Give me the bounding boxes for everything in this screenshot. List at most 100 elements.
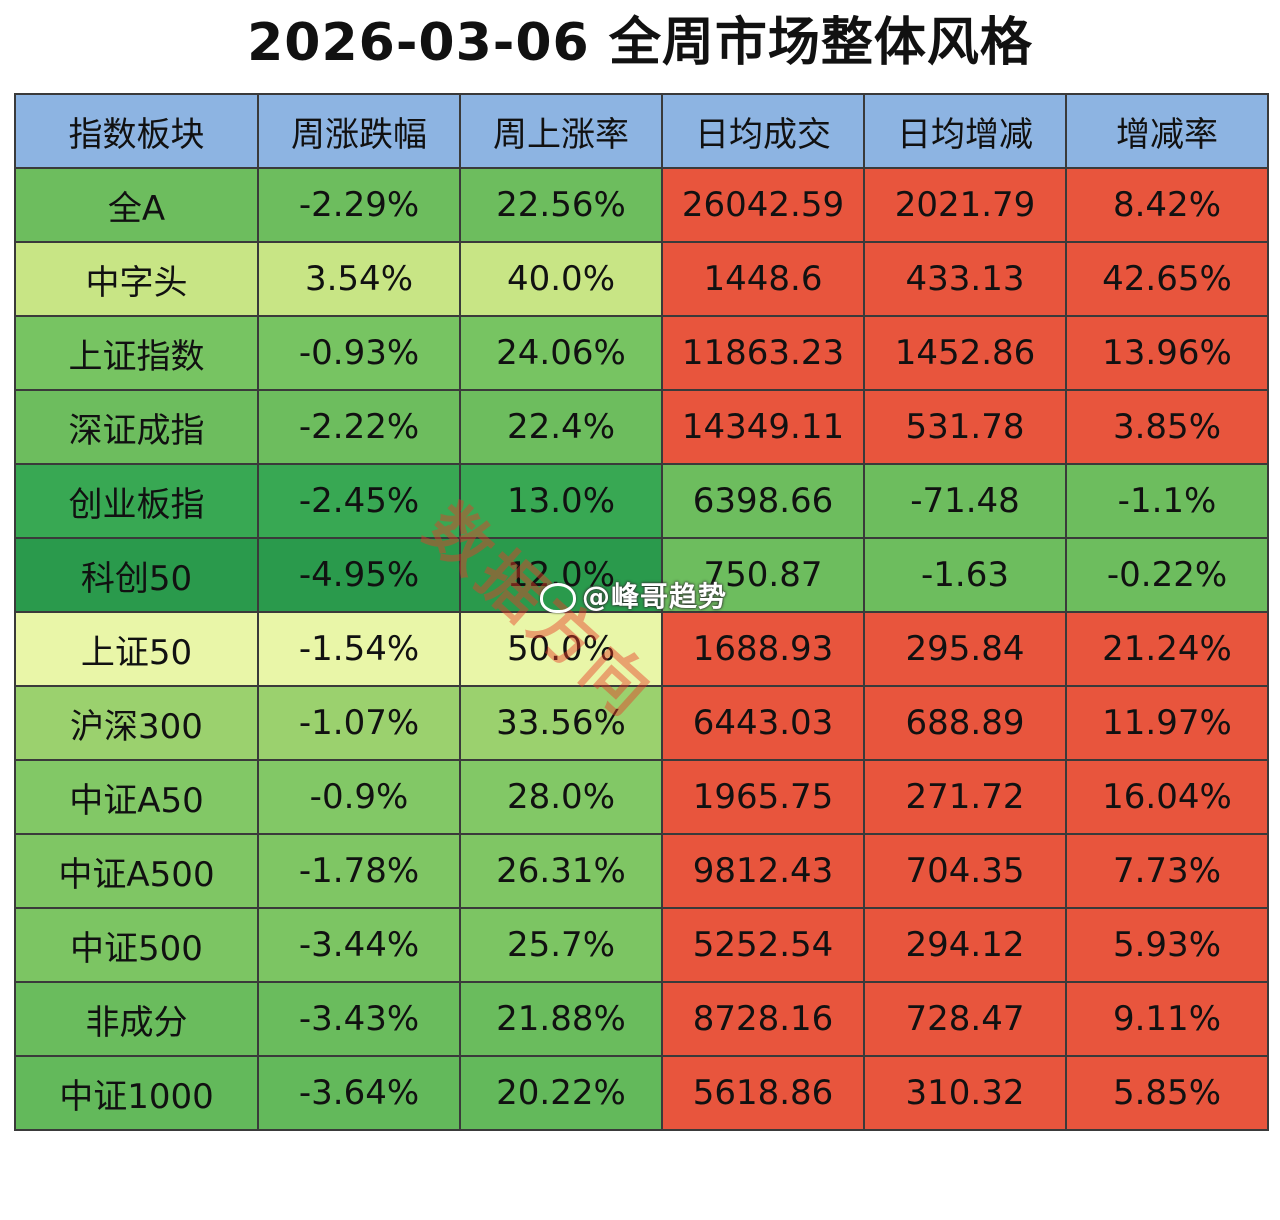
- cell-change-rate: 42.65%: [1065, 241, 1269, 317]
- table-row: 沪深300 -1.07% 33.56% 6443.03 688.89 11.97%: [14, 685, 1269, 761]
- header-index-sector: 指数板块: [14, 93, 259, 169]
- cell-change-rate: 3.85%: [1065, 389, 1269, 465]
- cell-weekly-up-rate: 40.0%: [459, 241, 663, 317]
- cell-daily-avg-volume: 26042.59: [661, 167, 865, 243]
- header-row: 指数板块 周涨跌幅 周上涨率 日均成交 日均增减 增减率: [14, 93, 1269, 169]
- table-row: 上证50 -1.54% 50.0% 1688.93 295.84 21.24%: [14, 611, 1269, 687]
- cell-index-sector: 深证成指: [14, 389, 259, 465]
- cell-daily-avg-change: -71.48: [863, 463, 1067, 539]
- cell-daily-avg-change: -1.63: [863, 537, 1067, 613]
- cell-change-rate: -0.22%: [1065, 537, 1269, 613]
- table-row: 深证成指 -2.22% 22.4% 14349.11 531.78 3.85%: [14, 389, 1269, 465]
- cell-weekly-up-rate: 22.56%: [459, 167, 663, 243]
- cell-daily-avg-change: 2021.79: [863, 167, 1067, 243]
- header-weekly-up-rate: 周上涨率: [459, 93, 663, 169]
- header-daily-avg-volume: 日均成交: [661, 93, 865, 169]
- cell-weekly-change: -0.93%: [257, 315, 461, 391]
- cell-index-sector: 科创50: [14, 537, 259, 613]
- cell-daily-avg-change: 688.89: [863, 685, 1067, 761]
- cell-daily-avg-volume: 750.87: [661, 537, 865, 613]
- cell-daily-avg-volume: 8728.16: [661, 981, 865, 1057]
- cell-daily-avg-volume: 9812.43: [661, 833, 865, 909]
- cell-daily-avg-volume: 1448.6: [661, 241, 865, 317]
- cell-weekly-change: -2.22%: [257, 389, 461, 465]
- cell-daily-avg-change: 531.78: [863, 389, 1067, 465]
- table-row: 中证1000 -3.64% 20.22% 5618.86 310.32 5.85%: [14, 1055, 1269, 1131]
- cell-index-sector: 中证A50: [14, 759, 259, 835]
- cell-weekly-change: -2.29%: [257, 167, 461, 243]
- cell-weekly-up-rate: 33.56%: [459, 685, 663, 761]
- table-row: 非成分 -3.43% 21.88% 8728.16 728.47 9.11%: [14, 981, 1269, 1057]
- cell-change-rate: 11.97%: [1065, 685, 1269, 761]
- table-row: 全A -2.29% 22.56% 26042.59 2021.79 8.42%: [14, 167, 1269, 243]
- cell-change-rate: 13.96%: [1065, 315, 1269, 391]
- cell-index-sector: 中证1000: [14, 1055, 259, 1131]
- table-row: 创业板指 -2.45% 13.0% 6398.66 -71.48 -1.1%: [14, 463, 1269, 539]
- cell-weekly-change: -3.64%: [257, 1055, 461, 1131]
- cell-weekly-up-rate: 50.0%: [459, 611, 663, 687]
- cell-index-sector: 沪深300: [14, 685, 259, 761]
- market-style-table: 指数板块 周涨跌幅 周上涨率 日均成交 日均增减 增减率 全A -2.29% 22.…: [14, 93, 1269, 1131]
- cell-weekly-up-rate: 24.06%: [459, 315, 663, 391]
- cell-daily-avg-change: 433.13: [863, 241, 1067, 317]
- table-row: 中证A50 -0.9% 28.0% 1965.75 271.72 16.04%: [14, 759, 1269, 835]
- cell-daily-avg-volume: 11863.23: [661, 315, 865, 391]
- watermark-text: @峰哥趋势: [582, 580, 728, 613]
- cell-change-rate: 5.93%: [1065, 907, 1269, 983]
- cell-change-rate: 5.85%: [1065, 1055, 1269, 1131]
- cell-change-rate: -1.1%: [1065, 463, 1269, 539]
- cell-daily-avg-change: 294.12: [863, 907, 1067, 983]
- cell-weekly-up-rate: 28.0%: [459, 759, 663, 835]
- header-change-rate: 增减率: [1065, 93, 1269, 169]
- cell-weekly-up-rate: 21.88%: [459, 981, 663, 1057]
- cell-daily-avg-change: 310.32: [863, 1055, 1067, 1131]
- cell-daily-avg-change: 295.84: [863, 611, 1067, 687]
- cell-weekly-change: -1.54%: [257, 611, 461, 687]
- cell-weekly-up-rate: 20.22%: [459, 1055, 663, 1131]
- cell-index-sector: 上证50: [14, 611, 259, 687]
- cell-daily-avg-change: 704.35: [863, 833, 1067, 909]
- cell-change-rate: 7.73%: [1065, 833, 1269, 909]
- cell-index-sector: 中证500: [14, 907, 259, 983]
- cell-index-sector: 中证A500: [14, 833, 259, 909]
- cell-weekly-up-rate: 26.31%: [459, 833, 663, 909]
- cell-change-rate: 8.42%: [1065, 167, 1269, 243]
- cell-daily-avg-change: 271.72: [863, 759, 1067, 835]
- cell-weekly-up-rate: 25.7%: [459, 907, 663, 983]
- cell-daily-avg-volume: 1688.93: [661, 611, 865, 687]
- cell-index-sector: 上证指数: [14, 315, 259, 391]
- table-body: 全A -2.29% 22.56% 26042.59 2021.79 8.42% 中字头 3.5…: [14, 167, 1269, 1131]
- cell-daily-avg-change: 1452.86: [863, 315, 1067, 391]
- cell-weekly-up-rate: 22.4%: [459, 389, 663, 465]
- cell-daily-avg-volume: 5252.54: [661, 907, 865, 983]
- cell-weekly-change: -1.78%: [257, 833, 461, 909]
- cell-daily-avg-volume: 6398.66: [661, 463, 865, 539]
- cell-weekly-change: 3.54%: [257, 241, 461, 317]
- cell-weekly-change: -1.07%: [257, 685, 461, 761]
- cell-weekly-change: -3.44%: [257, 907, 461, 983]
- table-row: 中证A500 -1.78% 26.31% 9812.43 704.35 7.73%: [14, 833, 1269, 909]
- page-title: 2026-03-06 全周市场整体风格: [247, 13, 1033, 73]
- cell-weekly-up-rate: 13.0%: [459, 463, 663, 539]
- cell-daily-avg-volume: 6443.03: [661, 685, 865, 761]
- cell-change-rate: 21.24%: [1065, 611, 1269, 687]
- cell-weekly-change: -0.9%: [257, 759, 461, 835]
- table-row: 中字头 3.54% 40.0% 1448.6 433.13 42.65%: [14, 241, 1269, 317]
- cell-weekly-change: -3.43%: [257, 981, 461, 1057]
- cell-daily-avg-volume: 1965.75: [661, 759, 865, 835]
- cell-change-rate: 16.04%: [1065, 759, 1269, 835]
- cell-index-sector: 中字头: [14, 241, 259, 317]
- table-row: 上证指数 -0.93% 24.06% 11863.23 1452.86 13.96%: [14, 315, 1269, 391]
- weibo-icon: [540, 583, 576, 613]
- cell-index-sector: 创业板指: [14, 463, 259, 539]
- cell-daily-avg-volume: 5618.86: [661, 1055, 865, 1131]
- table-row: 中证500 -3.44% 25.7% 5252.54 294.12 5.93%: [14, 907, 1269, 983]
- cell-weekly-change: -4.95%: [257, 537, 461, 613]
- weibo-watermark: @峰哥趋势: [540, 575, 727, 615]
- cell-daily-avg-volume: 14349.11: [661, 389, 865, 465]
- header-daily-avg-change: 日均增减: [863, 93, 1067, 169]
- cell-index-sector: 非成分: [14, 981, 259, 1057]
- header-weekly-change: 周涨跌幅: [257, 93, 461, 169]
- cell-index-sector: 全A: [14, 167, 259, 243]
- cell-daily-avg-change: 728.47: [863, 981, 1067, 1057]
